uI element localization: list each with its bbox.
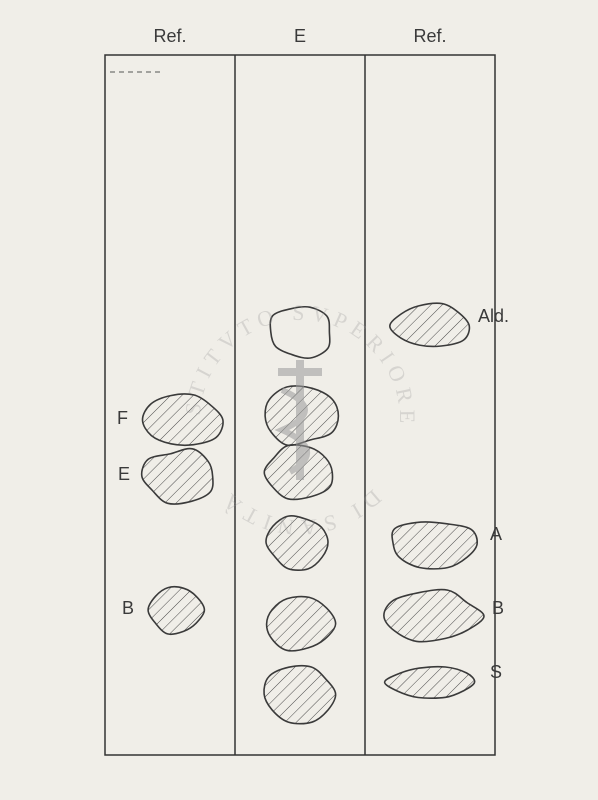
spot-label-b-ref1: B bbox=[122, 598, 134, 618]
spot-label-f-ref: F bbox=[117, 408, 128, 428]
col-header-1: E bbox=[294, 26, 306, 46]
spot-label-ald: Ald. bbox=[478, 306, 509, 326]
col-header-0: Ref. bbox=[153, 26, 186, 46]
spot-label-e-ref: E bbox=[118, 464, 130, 484]
spot-label-a-ref2: A bbox=[490, 524, 502, 544]
col-header-2: Ref. bbox=[413, 26, 446, 46]
spot-label-b-ref2: B bbox=[492, 598, 504, 618]
spot-label-s-ref2: S bbox=[490, 662, 502, 682]
